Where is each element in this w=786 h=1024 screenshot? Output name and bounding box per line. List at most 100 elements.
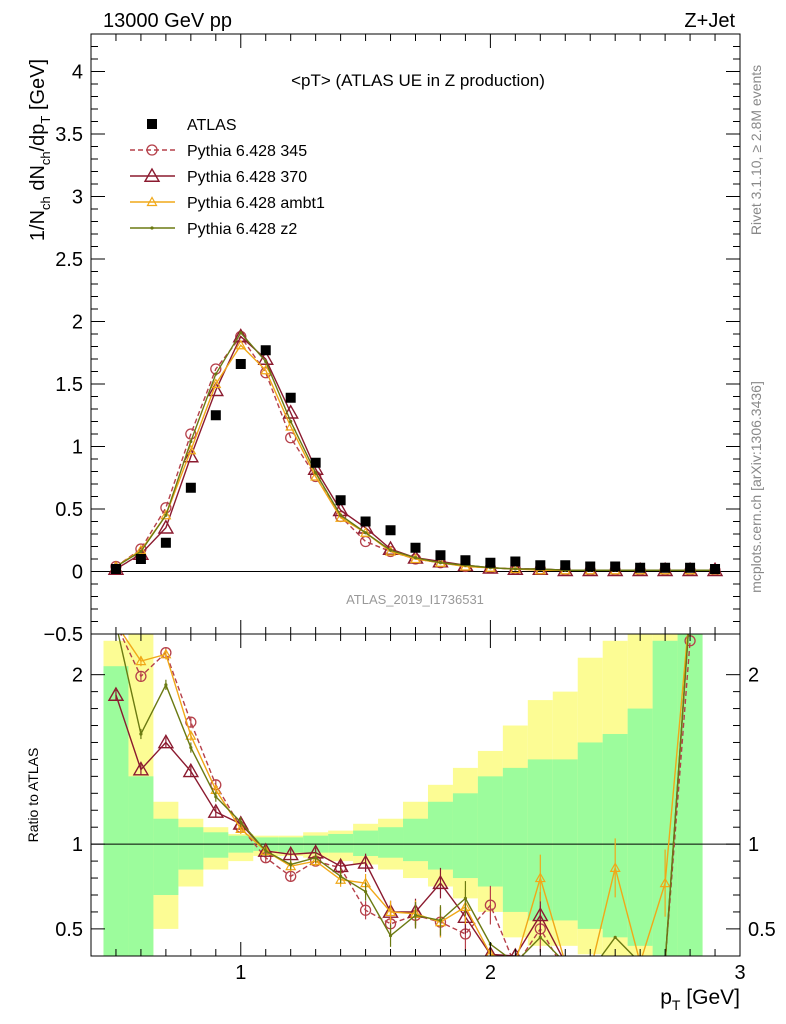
ratio-point-pythia-6-428-z2 (564, 961, 567, 964)
data-point-atlas (535, 560, 546, 571)
legend-marker-pythia-6-428-z2 (150, 226, 154, 230)
ratio-xlabel: pT [GeV] (660, 986, 740, 1013)
ratio-point-pythia-6-428-z2 (688, 605, 691, 608)
legend: ATLAS Pythia 6.428 345 Pythia 6.428 370 Pyt… (130, 117, 325, 238)
ratio-point-pythia-6-428-345 (484, 899, 497, 911)
ratio-point-pythia-6-428-z2 (664, 961, 667, 964)
ratio-point-pythia-6-428-ambt1 (160, 648, 172, 659)
data-point-pythia-6-428-ambt1 (260, 364, 272, 375)
ratio-line-pythia-6-428-370 (115, 634, 689, 956)
ratio-point-pythia-6-428-z2 (164, 683, 168, 687)
y-tick-label: −0.5 (44, 624, 83, 646)
data-point-atlas (335, 495, 346, 506)
uncertainty-band-green (577, 742, 603, 929)
data-point-pythia-6-428-z2 (388, 548, 393, 552)
uncertainty-band-green (178, 827, 204, 870)
ratio-point-pythia-6-428-370 (132, 761, 150, 776)
ratio-point-pythia-6-428-z2 (239, 820, 243, 824)
ratio-point-pythia-6-428-345 (285, 870, 297, 882)
uncertainty-band-green (427, 801, 453, 870)
data-point-atlas (285, 392, 296, 403)
x-tick-label: 2 (485, 962, 496, 984)
ratio-point-pythia-6-428-345 (185, 716, 197, 728)
main-ylabel: 1/Nch dNch/dpT [GeV] (27, 59, 53, 241)
ratio-point-pythia-6-428-345 (635, 966, 645, 976)
uncertainty-band-green (203, 832, 229, 858)
uncertainty-band-green (153, 818, 179, 895)
x-tick-label: 1 (235, 962, 246, 984)
ratio-point-pythia-6-428-z2 (339, 874, 343, 878)
ratio-point-pythia-6-428-z2 (139, 732, 143, 736)
ratio-y-tick-label: 0.5 (55, 919, 83, 941)
ratio-point-pythia-6-428-345 (660, 958, 670, 968)
data-point-pythia-6-428-z2 (139, 549, 143, 554)
data-point-pythia-6-428-370 (157, 519, 175, 534)
ratio-point-pythia-6-428-ambt1 (235, 823, 247, 833)
ratio-y-tick-label: 2 (748, 665, 759, 687)
data-point-pythia-6-428-ambt1 (235, 339, 247, 350)
uncertainty-band-green (552, 759, 578, 921)
ratio-point-pythia-6-428-370 (257, 842, 274, 857)
ratio-y-tick-label: 1 (748, 834, 759, 856)
ratio-point-pythia-6-428-ambt1 (511, 958, 520, 966)
data-point-atlas (660, 562, 671, 573)
y-tick-label: 3.5 (55, 124, 83, 146)
ratio-point-pythia-6-428-z2 (289, 862, 293, 867)
ratio-point-pythia-6-428-370 (664, 954, 667, 956)
data-point-pythia-6-428-z2 (214, 372, 218, 376)
data-point-pythia-6-428-370 (182, 448, 200, 463)
ratio-point-pythia-6-428-z2 (589, 970, 592, 973)
ratio-point-pythia-6-428-ambt1 (285, 860, 297, 871)
ratio-point-pythia-6-428-345 (135, 670, 147, 683)
uncertainty-band-green (328, 833, 354, 853)
ratio-line-pythia-6-428-345 (120, 634, 691, 956)
ratio-ylabel: Ratio to ATLAS (25, 748, 41, 843)
ratio-point-pythia-6-428-ambt1 (111, 619, 120, 627)
legend-marker-atlas (147, 119, 157, 129)
ratio-point-pythia-6-428-370 (207, 803, 225, 818)
ratio-point-pythia-6-428-370 (432, 874, 449, 890)
main-panel: −0.5 0 0.5 1 1.5 2 2.5 3 3.5 4 <pT> (ATLAS UE in … (27, 33, 741, 646)
data-point-pythia-6-428-ambt1 (135, 544, 147, 555)
data-point-pythia-6-428-z2 (164, 513, 168, 517)
ratio-y-tick-label: 0.5 (748, 919, 776, 941)
data-point-atlas (385, 525, 396, 536)
data-point-pythia-6-428-370 (207, 381, 225, 397)
data-point-pythia-6-428-z2 (438, 561, 443, 565)
ratio-point-pythia-6-428-370 (157, 734, 175, 749)
data-point-pythia-6-428-z2 (339, 513, 343, 517)
series-line-pythia-6-428-370 (115, 335, 716, 571)
ratio-point-pythia-6-428-ambt1 (135, 655, 147, 666)
data-point-pythia-6-428-345 (160, 502, 172, 514)
ratio-point-pythia-6-428-370 (639, 954, 642, 956)
ratio-point-pythia-6-428-z2 (438, 918, 443, 923)
data-point-atlas (635, 562, 646, 573)
ratio-point-pythia-6-428-z2 (463, 896, 468, 900)
legend-marker-pythia-6-428-ambt1 (146, 196, 158, 207)
ratio-point-pythia-6-428-ambt1 (636, 958, 645, 966)
ratio-point-pythia-6-428-ambt1 (686, 602, 695, 610)
uncertainty-band-green (477, 776, 503, 887)
ratio-point-pythia-6-428-z2 (363, 890, 368, 894)
ratio-point-pythia-6-428-z2 (114, 622, 117, 625)
data-point-pythia-6-428-z2 (289, 419, 293, 424)
main-title: <pT> (ATLAS UE in Z production) (291, 71, 545, 90)
legend-label: Pythia 6.428 370 (187, 169, 307, 186)
data-point-atlas (710, 564, 721, 574)
ratio-point-pythia-6-428-370 (583, 964, 597, 976)
y-tick-label: 0 (72, 562, 83, 584)
data-point-atlas (210, 410, 221, 421)
uncertainty-band-green (452, 793, 478, 879)
series-line-pythia-6-428-345 (115, 335, 716, 571)
uncertainty-band-green (627, 708, 653, 946)
y-tick-label: 3 (72, 187, 83, 209)
mcplots-label: mcplots.cern.ch [arXiv:1306.3436] (748, 381, 764, 593)
ratio-point-pythia-6-428-345 (560, 966, 570, 976)
legend-label: Pythia 6.428 z2 (187, 221, 297, 238)
ratio-point-pythia-6-428-z2 (214, 795, 218, 799)
ratio-point-pythia-6-428-z2 (514, 961, 517, 964)
ratio-point-pythia-6-428-370 (614, 954, 617, 956)
ratio-panel: 0.5 0.5 1 1 2 2 1 2 3 Ratio to ATLAS pT [GeV] (25, 602, 776, 1013)
header-right: Z+Jet (684, 10, 735, 32)
